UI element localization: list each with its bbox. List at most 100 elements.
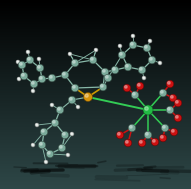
Circle shape bbox=[144, 131, 152, 139]
Circle shape bbox=[128, 124, 136, 132]
Circle shape bbox=[131, 34, 135, 38]
Circle shape bbox=[71, 59, 79, 67]
Circle shape bbox=[116, 131, 124, 139]
Circle shape bbox=[136, 82, 144, 90]
Circle shape bbox=[176, 115, 178, 118]
Circle shape bbox=[100, 84, 103, 87]
Circle shape bbox=[95, 49, 96, 50]
Circle shape bbox=[117, 132, 120, 135]
Circle shape bbox=[168, 81, 170, 84]
Circle shape bbox=[77, 106, 78, 107]
Circle shape bbox=[138, 66, 146, 74]
Circle shape bbox=[174, 114, 182, 122]
Circle shape bbox=[176, 101, 178, 103]
Circle shape bbox=[138, 139, 146, 147]
Circle shape bbox=[32, 144, 33, 145]
Circle shape bbox=[159, 134, 167, 142]
Circle shape bbox=[32, 81, 34, 84]
Circle shape bbox=[101, 68, 109, 76]
Circle shape bbox=[45, 161, 46, 162]
Circle shape bbox=[142, 76, 146, 80]
Circle shape bbox=[40, 77, 42, 79]
Circle shape bbox=[57, 108, 60, 110]
Circle shape bbox=[37, 57, 41, 61]
Circle shape bbox=[71, 84, 79, 92]
Circle shape bbox=[30, 80, 38, 88]
Circle shape bbox=[51, 119, 59, 127]
Circle shape bbox=[145, 46, 147, 48]
Circle shape bbox=[18, 61, 26, 69]
Circle shape bbox=[67, 154, 68, 155]
Circle shape bbox=[27, 51, 28, 52]
Circle shape bbox=[159, 89, 167, 97]
Circle shape bbox=[158, 61, 162, 65]
Circle shape bbox=[169, 94, 177, 102]
Circle shape bbox=[170, 128, 178, 136]
Circle shape bbox=[148, 56, 156, 64]
Circle shape bbox=[48, 74, 56, 82]
Circle shape bbox=[31, 89, 35, 93]
Circle shape bbox=[172, 129, 174, 132]
Circle shape bbox=[132, 35, 133, 36]
Circle shape bbox=[38, 58, 39, 59]
Circle shape bbox=[83, 92, 92, 101]
Circle shape bbox=[103, 70, 105, 72]
Circle shape bbox=[85, 94, 88, 97]
Circle shape bbox=[133, 93, 135, 95]
Circle shape bbox=[62, 73, 65, 75]
Circle shape bbox=[17, 77, 21, 81]
Circle shape bbox=[69, 53, 70, 54]
Circle shape bbox=[94, 48, 98, 52]
Circle shape bbox=[112, 67, 115, 70]
Circle shape bbox=[125, 64, 128, 67]
Circle shape bbox=[99, 83, 107, 91]
Circle shape bbox=[149, 40, 150, 41]
Circle shape bbox=[138, 84, 140, 86]
Circle shape bbox=[171, 95, 173, 98]
Circle shape bbox=[150, 57, 152, 60]
Circle shape bbox=[37, 66, 40, 68]
Circle shape bbox=[22, 74, 24, 76]
Circle shape bbox=[91, 57, 93, 60]
Circle shape bbox=[61, 71, 69, 79]
Circle shape bbox=[104, 74, 112, 82]
Circle shape bbox=[66, 153, 70, 157]
Circle shape bbox=[16, 60, 20, 64]
Circle shape bbox=[46, 150, 54, 158]
Circle shape bbox=[38, 75, 46, 83]
Circle shape bbox=[129, 125, 132, 128]
Circle shape bbox=[70, 132, 74, 136]
Circle shape bbox=[120, 53, 122, 55]
Circle shape bbox=[111, 66, 119, 74]
Circle shape bbox=[17, 61, 18, 62]
Circle shape bbox=[26, 56, 34, 64]
Circle shape bbox=[32, 90, 33, 91]
Circle shape bbox=[44, 160, 48, 164]
Circle shape bbox=[140, 67, 142, 70]
Circle shape bbox=[36, 124, 37, 125]
Circle shape bbox=[31, 143, 35, 147]
Circle shape bbox=[50, 103, 54, 107]
Circle shape bbox=[56, 106, 64, 114]
Circle shape bbox=[38, 141, 46, 149]
Circle shape bbox=[166, 80, 174, 88]
Circle shape bbox=[89, 56, 97, 64]
Circle shape bbox=[161, 124, 169, 132]
Circle shape bbox=[118, 51, 126, 59]
Circle shape bbox=[145, 107, 148, 110]
Circle shape bbox=[41, 129, 44, 132]
Circle shape bbox=[40, 128, 48, 136]
Circle shape bbox=[106, 76, 108, 78]
Circle shape bbox=[148, 39, 152, 43]
Circle shape bbox=[143, 44, 151, 52]
Circle shape bbox=[174, 99, 182, 107]
Circle shape bbox=[40, 143, 42, 145]
Circle shape bbox=[131, 91, 139, 99]
Circle shape bbox=[123, 84, 131, 92]
Circle shape bbox=[49, 76, 52, 78]
Circle shape bbox=[140, 141, 142, 143]
Circle shape bbox=[124, 63, 132, 71]
Circle shape bbox=[73, 86, 75, 88]
Circle shape bbox=[26, 50, 30, 54]
Circle shape bbox=[76, 105, 80, 109]
